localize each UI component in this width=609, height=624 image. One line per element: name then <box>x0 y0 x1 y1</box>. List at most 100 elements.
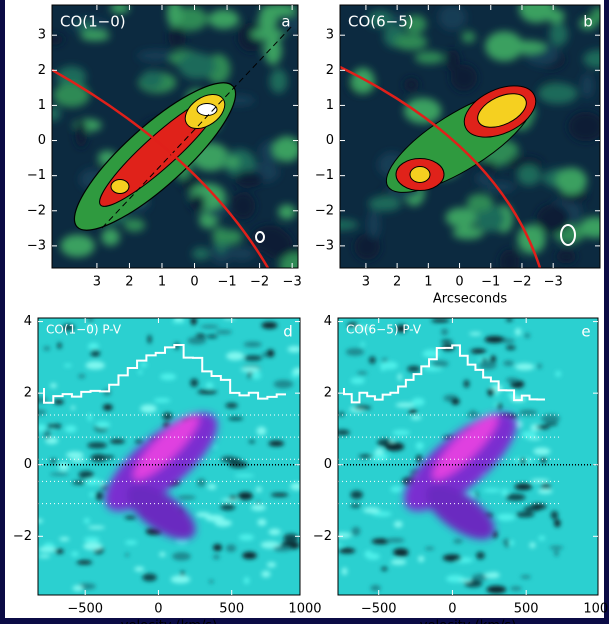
noise-blob <box>392 13 406 26</box>
beam <box>560 224 576 246</box>
noise-blob <box>509 40 547 54</box>
noise-blob <box>57 342 62 349</box>
noise-blob <box>338 412 345 417</box>
noise-blob <box>140 70 163 89</box>
noise-blob <box>255 486 262 493</box>
noise-blob <box>78 374 86 379</box>
noise-blob <box>404 97 442 124</box>
noise-blob <box>347 322 359 328</box>
noise-blob <box>208 9 240 29</box>
noise-blob <box>446 49 460 72</box>
x-tick-label: 3 <box>362 275 370 290</box>
noise-blob <box>88 342 100 351</box>
emission <box>104 412 218 540</box>
noise-blob <box>415 454 423 463</box>
noise-blob <box>351 526 361 536</box>
noise-blob <box>491 149 516 160</box>
noise-blob <box>397 373 402 381</box>
x-tick-label: 0 <box>154 602 162 617</box>
beam <box>255 231 265 243</box>
noise-blob <box>85 361 105 370</box>
noise-blob <box>213 445 218 449</box>
noise-blob <box>269 68 288 94</box>
noise-blob <box>43 346 51 351</box>
noise-blob <box>533 447 551 456</box>
noise-blob <box>550 510 559 520</box>
noise-blob <box>514 363 535 371</box>
noise-blob <box>501 338 515 344</box>
noise-blob <box>174 6 208 31</box>
noise-blob <box>518 409 538 416</box>
emission-blob <box>432 414 499 480</box>
spectrum <box>343 344 545 404</box>
noise-blob <box>458 578 472 583</box>
major-axis <box>101 24 294 229</box>
noise-blob <box>83 517 90 524</box>
noise-blob <box>515 511 535 518</box>
noise-blob <box>541 414 560 423</box>
noise-blob <box>270 492 289 497</box>
panel-letter: d <box>283 323 293 341</box>
y-tick-label: 2 <box>38 63 46 78</box>
noise-blob <box>225 156 240 168</box>
noise-blob <box>52 106 61 122</box>
noise-blob <box>90 453 107 463</box>
y-tick-label: −2 <box>313 529 332 544</box>
y-tick-label: −1 <box>315 168 334 183</box>
noise-blob <box>147 334 152 344</box>
noise-blob <box>470 348 487 354</box>
noise-blob <box>197 389 217 395</box>
noise-blob <box>350 490 363 500</box>
contour <box>110 179 130 194</box>
noise-blob <box>497 402 502 411</box>
noise-blob <box>38 554 51 558</box>
noise-blob <box>38 546 57 553</box>
noise-blob <box>284 16 298 33</box>
noise-blob <box>38 409 47 416</box>
x-tick-label: 500 <box>219 602 244 617</box>
noise-blob <box>228 460 248 469</box>
noise-blob <box>538 535 546 541</box>
noise-blob <box>124 516 137 520</box>
noise-blob <box>452 226 484 240</box>
y-tick-label: 0 <box>24 457 32 472</box>
noise-blob <box>496 513 516 521</box>
noise-blob <box>483 488 501 493</box>
noise-blob <box>72 585 84 592</box>
noise-blob <box>38 424 47 432</box>
noise-blob <box>536 425 550 430</box>
noise-blob <box>591 6 600 23</box>
noise-blob <box>442 554 462 562</box>
noise-blob <box>76 560 93 565</box>
noise-blob <box>287 346 300 353</box>
y-tick-label: 1 <box>38 98 46 113</box>
noise-blob <box>54 549 64 554</box>
noise-blob <box>160 373 177 381</box>
noise-blob <box>524 506 537 512</box>
emission <box>52 24 294 268</box>
panel-image <box>340 5 600 268</box>
noise-blob <box>514 327 522 336</box>
noise-blob <box>469 331 482 336</box>
y-tick-label: −3 <box>27 238 46 253</box>
noise-blob <box>178 52 216 80</box>
noise-blob <box>451 397 460 405</box>
noise-blob <box>78 470 94 479</box>
x-tick-label: 500 <box>514 602 539 617</box>
noise-blob <box>205 382 214 390</box>
noise-blob <box>187 336 207 345</box>
x-tick-label: −2 <box>250 275 269 290</box>
x-tick-label: 2 <box>393 275 401 290</box>
y-tick-label: 0 <box>38 133 46 148</box>
noise-blob <box>394 551 408 557</box>
x-tick-label: 0 <box>190 275 198 290</box>
noise-blob <box>200 324 220 329</box>
noise-blob <box>87 525 105 530</box>
noise-blob <box>393 520 403 528</box>
noise-blob <box>250 28 286 40</box>
noise-blob <box>212 554 220 560</box>
noise-blob <box>568 111 600 142</box>
noise-blob <box>503 360 514 366</box>
noise-blob <box>540 457 547 464</box>
noise-blob <box>524 333 531 339</box>
